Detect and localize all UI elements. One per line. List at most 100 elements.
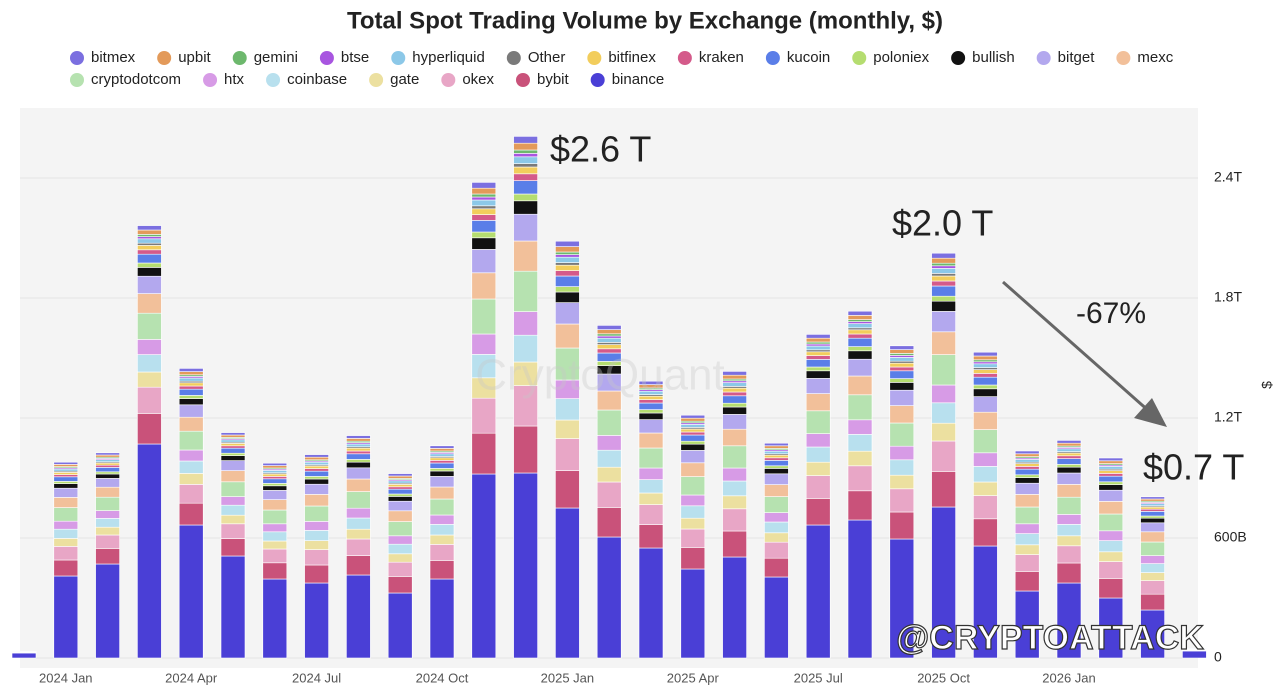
bar-segment — [305, 457, 329, 460]
bar-segment — [221, 471, 245, 482]
bar-segment — [764, 474, 788, 485]
legend-swatch — [591, 73, 605, 87]
bar-segment — [848, 420, 872, 435]
bar-segment — [555, 263, 579, 266]
x-tick-label: 2024 Oct — [416, 670, 469, 685]
bar-segment — [305, 479, 329, 484]
bar-segment — [723, 429, 747, 446]
bar-segment — [96, 463, 120, 465]
bar-segment — [806, 498, 830, 525]
bar-segment — [1015, 507, 1039, 524]
bar-segment — [806, 476, 830, 499]
bar-segment — [806, 367, 830, 371]
bar-segment — [639, 480, 663, 493]
bar-segment — [472, 197, 496, 200]
bar-segment — [764, 455, 788, 458]
legend-swatch — [70, 73, 84, 87]
legend-label: gate — [390, 71, 419, 88]
bar-segment — [430, 579, 454, 658]
bar-segment — [96, 472, 120, 474]
bar-segment — [1099, 461, 1123, 464]
bar-segment — [221, 440, 245, 442]
bar-segment — [179, 368, 203, 371]
bar-segment — [806, 359, 830, 367]
bar-segment — [96, 487, 120, 497]
bar-segment — [639, 433, 663, 448]
bar-segment — [597, 342, 621, 344]
bar-segment — [179, 389, 203, 395]
bar-segment — [1141, 532, 1165, 542]
bar-segment — [932, 286, 956, 296]
bar-segment — [137, 413, 161, 444]
bar-segment — [1141, 504, 1165, 506]
bar-segment — [597, 336, 621, 338]
bar-segment — [890, 446, 914, 460]
bar-segment — [932, 268, 956, 273]
chart-title: Total Spot Trading Volume by Exchange (m… — [347, 7, 943, 34]
bar-segment — [1141, 507, 1165, 509]
bar-segment — [96, 465, 120, 467]
bar-segment — [1141, 499, 1165, 501]
x-tick-label: 2024 Jul — [292, 670, 341, 685]
bar-segment — [388, 496, 412, 501]
bar-segment — [681, 518, 705, 529]
bar-segment — [305, 469, 329, 472]
bar-segment — [514, 214, 538, 241]
bar-segment — [514, 150, 538, 153]
bar-segment — [96, 467, 120, 471]
bar-segment — [221, 497, 245, 506]
bar-segment — [346, 529, 370, 539]
bar-segment — [54, 576, 78, 658]
bar-segment — [54, 472, 78, 474]
bar-segment — [681, 441, 705, 444]
bar-segment — [723, 371, 747, 375]
bar-segment — [137, 387, 161, 413]
bar-segment — [346, 556, 370, 575]
annotation: $0.7 T — [1143, 447, 1244, 488]
bar-segment — [932, 276, 956, 281]
bar-segment — [305, 521, 329, 530]
x-tick-label: 2024 Apr — [165, 670, 218, 685]
bar-segment — [723, 407, 747, 414]
bar-segment — [1057, 473, 1081, 484]
bar-segment — [514, 167, 538, 174]
bar-segment — [54, 497, 78, 507]
bar-segment — [973, 373, 997, 377]
bar-segment — [472, 182, 496, 188]
bar-segment — [430, 468, 454, 471]
bar-segment — [639, 548, 663, 658]
bar-segment — [555, 303, 579, 324]
bar-segment — [1015, 459, 1039, 462]
legend-label: bullish — [972, 49, 1015, 66]
bar-segment — [263, 463, 287, 465]
bar-segment — [1015, 466, 1039, 469]
bar-segment — [54, 538, 78, 546]
bar-segment — [597, 338, 621, 342]
bar-segment — [973, 453, 997, 467]
bar-segment — [1015, 571, 1039, 591]
bar-segment — [54, 529, 78, 538]
bar-segment — [137, 237, 161, 239]
bar-segment — [890, 361, 914, 363]
bar-segment — [1015, 483, 1039, 494]
bar-segment — [430, 535, 454, 544]
x-tick-label: 2025 Jan — [541, 670, 595, 685]
bar-segment — [346, 539, 370, 556]
bar-segment — [96, 527, 120, 535]
bar-segment — [764, 458, 788, 461]
bar-segment — [388, 484, 412, 486]
bar-segment — [973, 519, 997, 546]
bar-segment — [137, 263, 161, 267]
bar-segment — [1057, 484, 1081, 497]
bar-segment — [346, 454, 370, 460]
bar-segment — [1057, 464, 1081, 467]
legend-label: kucoin — [787, 49, 830, 66]
bar-segment — [723, 509, 747, 531]
bar-segment — [806, 338, 830, 342]
bar-segment — [932, 253, 956, 258]
bar-segment — [932, 296, 956, 301]
bar-segment — [514, 241, 538, 271]
bar-segment — [597, 467, 621, 482]
bar-segment — [305, 550, 329, 565]
bar-segment — [1099, 473, 1123, 476]
